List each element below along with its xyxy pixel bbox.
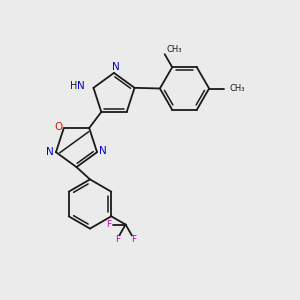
Text: N: N	[77, 81, 85, 91]
Text: N: N	[99, 146, 107, 156]
Text: CH₃: CH₃	[230, 84, 245, 93]
Text: F: F	[131, 235, 136, 244]
Text: O: O	[54, 122, 62, 132]
Text: H: H	[70, 81, 77, 91]
Text: F: F	[106, 220, 111, 229]
Text: F: F	[115, 235, 120, 244]
Text: CH₃: CH₃	[166, 45, 182, 54]
Text: N: N	[112, 62, 119, 72]
Text: N: N	[46, 147, 54, 157]
